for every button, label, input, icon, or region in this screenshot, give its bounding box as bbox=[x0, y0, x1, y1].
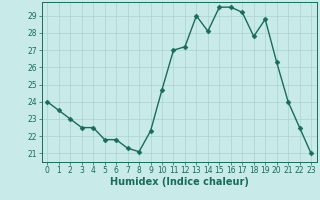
X-axis label: Humidex (Indice chaleur): Humidex (Indice chaleur) bbox=[110, 177, 249, 187]
